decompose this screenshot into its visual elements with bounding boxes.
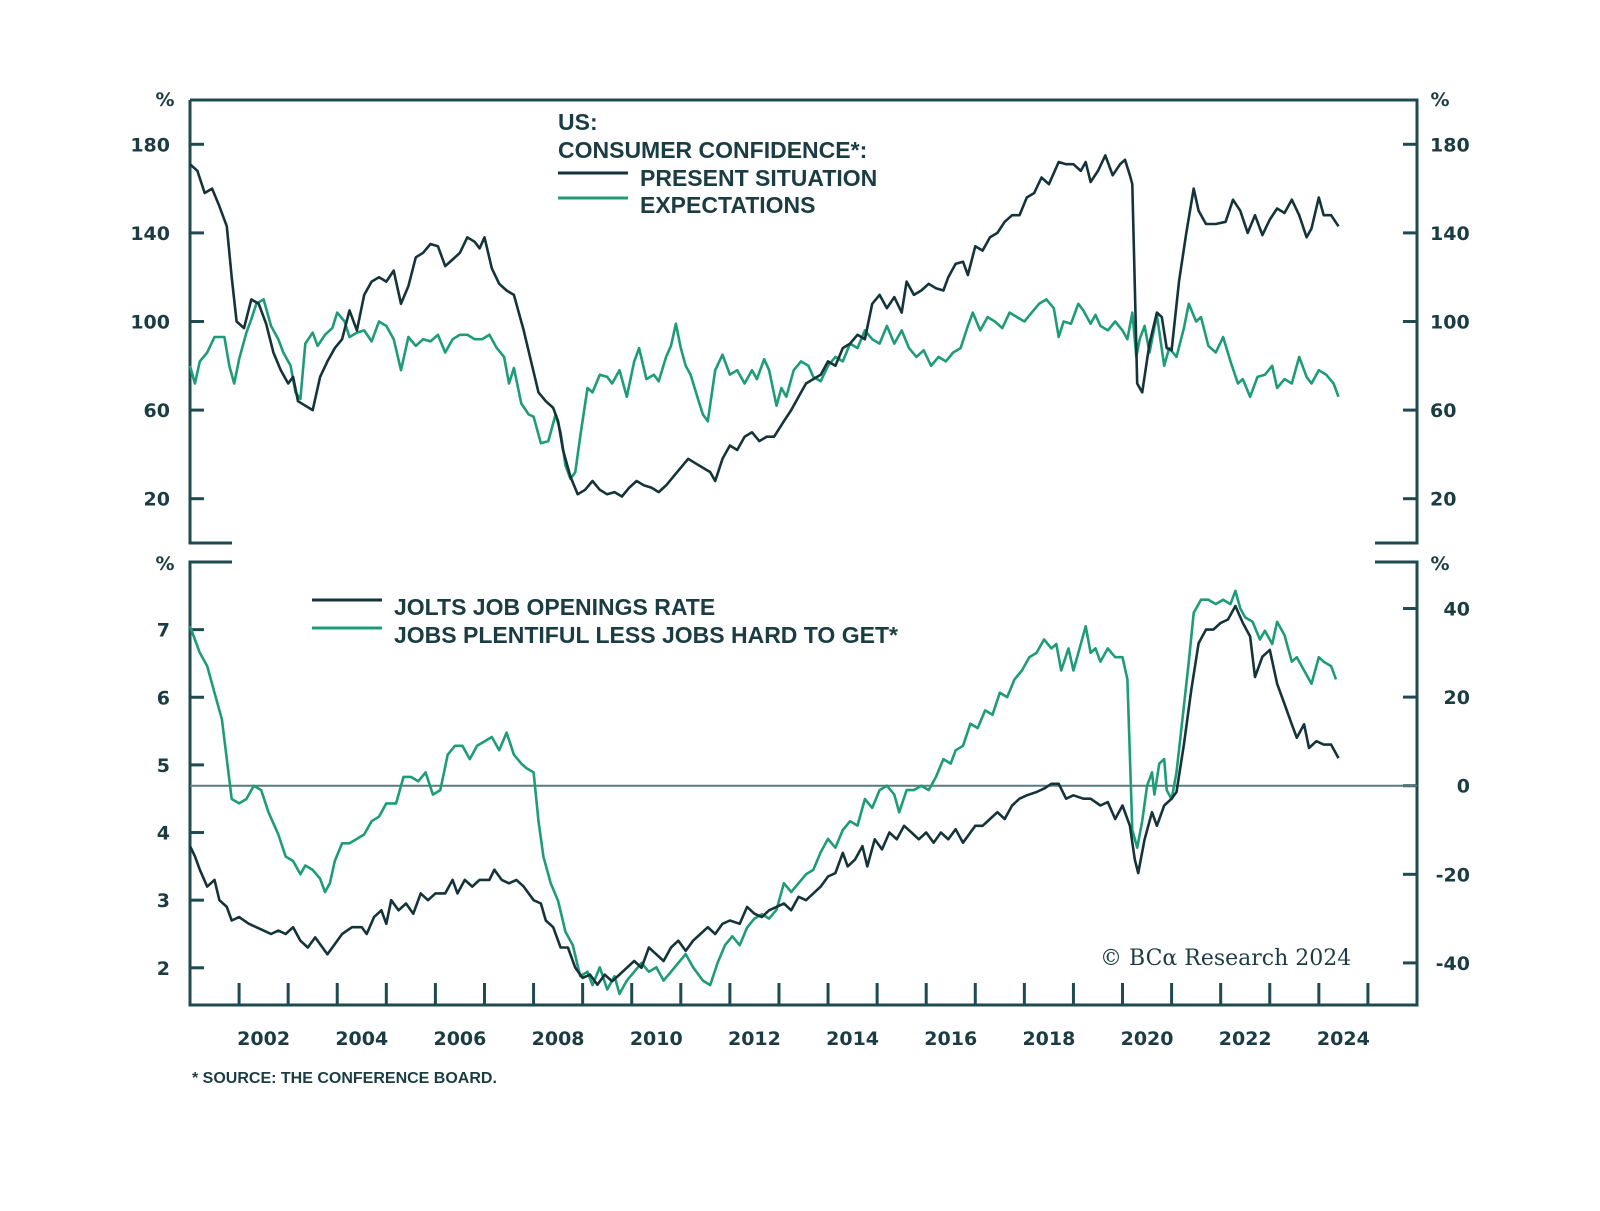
bottom-left-ytick-label: 6 (157, 687, 170, 709)
top-left-unit-label: % (155, 89, 174, 111)
bottom-right-unit-label: % (1430, 553, 1449, 575)
bottom-legend: JOLTS JOB OPENINGS RATE JOBS PLENTIFUL L… (312, 594, 898, 648)
xtick-label: 2018 (1022, 1028, 1075, 1050)
top-left-ytick-label: 180 (130, 134, 170, 156)
series-jobs-plentiful-line (188, 589, 1338, 996)
top-right-ytick-label: 140 (1430, 223, 1470, 245)
top-right-unit-label: % (1430, 89, 1449, 111)
top-right-ytick-label: 100 (1430, 312, 1470, 334)
source-note: * SOURCE: THE CONFERENCE BOARD. (192, 1070, 497, 1087)
top-legend: US: CONSUMER CONFIDENCE*: PRESENT SITUAT… (558, 109, 877, 218)
top-left-ytick-label: 60 (144, 400, 170, 422)
xtick-label: 2014 (826, 1028, 879, 1050)
xtick-label: 2010 (630, 1028, 683, 1050)
bottom-left-ytick-label: 4 (157, 823, 170, 845)
top-title-line2: CONSUMER CONFIDENCE*: (558, 137, 867, 163)
bottom-left-ytick-label: 2 (157, 958, 170, 980)
xtick-label: 2006 (433, 1028, 486, 1050)
bottom-right-ytick-label: 20 (1444, 687, 1470, 709)
top-right-ytick-label: 60 (1430, 400, 1456, 422)
copyright-text: © BCα Research 2024 (1100, 946, 1351, 971)
xtick-label: 2022 (1219, 1028, 1272, 1050)
series-jolts-line (188, 604, 1340, 986)
legend-label-expectations: EXPECTATIONS (640, 192, 816, 218)
panel-frames (188, 98, 1419, 1007)
bottom-right-ytick-label: -40 (1436, 953, 1470, 975)
legend-label-present: PRESENT SITUATION (640, 165, 877, 191)
bottom-right-ytick-label: 40 (1444, 599, 1470, 621)
xtick-label: 2024 (1317, 1028, 1370, 1050)
bottom-panel-frame (188, 560, 1419, 1007)
series-present-situation-line (189, 154, 1340, 498)
top-left-ytick-label: 20 (144, 489, 170, 511)
series-expectations-line (188, 298, 1340, 481)
top-left-ytick-label: 140 (130, 223, 170, 245)
bottom-right-ytick-label: 0 (1457, 776, 1470, 798)
axis-ticks (190, 142, 1417, 1005)
xtick-label: 2020 (1121, 1028, 1174, 1050)
xtick-label: 2016 (924, 1028, 977, 1050)
top-right-ytick-label: 20 (1430, 489, 1456, 511)
xtick-label: 2002 (237, 1028, 290, 1050)
xtick-label: 2012 (728, 1028, 781, 1050)
bottom-left-ytick-label: 5 (157, 755, 170, 777)
xtick-label: 2004 (335, 1028, 388, 1050)
bottom-left-ytick-label: 7 (157, 620, 170, 642)
bottom-left-ytick-label: 3 (157, 890, 170, 912)
top-title-line1: US: (558, 109, 598, 135)
top-left-ytick-label: 100 (130, 312, 170, 334)
bottom-right-ytick-label: -20 (1436, 864, 1470, 886)
top-right-ytick-label: 180 (1430, 134, 1470, 156)
bottom-left-unit-label: % (155, 553, 174, 575)
legend-label-jobs-plentiful: JOBS PLENTIFUL LESS JOBS HARD TO GET* (394, 622, 898, 648)
legend-label-jolts: JOLTS JOB OPENINGS RATE (394, 594, 715, 620)
xtick-label: 2008 (532, 1028, 585, 1050)
